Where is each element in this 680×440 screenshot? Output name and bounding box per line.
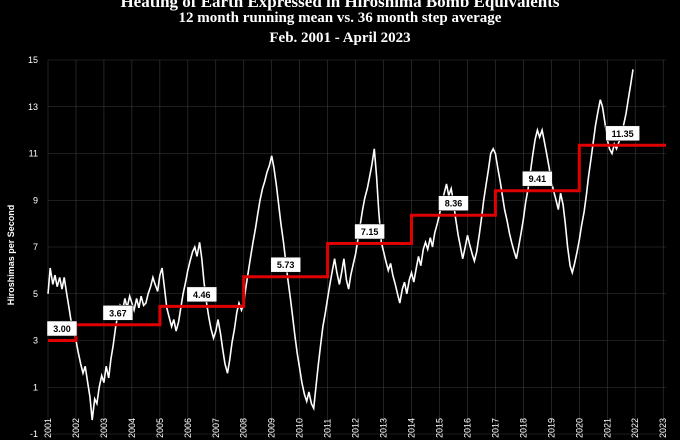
y-tick-label: 9 bbox=[33, 195, 38, 205]
step-label-text: 7.15 bbox=[361, 227, 379, 237]
chart-subtitle: 12 month running mean vs. 36 month step … bbox=[178, 10, 502, 26]
step-label-text: 11.35 bbox=[612, 129, 634, 139]
step-label-text: 3.67 bbox=[109, 308, 127, 318]
step-label-text: 9.41 bbox=[529, 174, 547, 184]
x-tick-label: 2012 bbox=[351, 418, 361, 438]
x-tick-label: 2023 bbox=[658, 418, 668, 438]
step-label: 5.73 bbox=[270, 256, 301, 273]
y-tick-label: 1 bbox=[33, 382, 38, 392]
step-label-box bbox=[438, 195, 469, 211]
step-label: 3.00 bbox=[46, 320, 78, 337]
x-tick-label: 2005 bbox=[155, 418, 165, 438]
step-label-box bbox=[354, 223, 385, 240]
y-axis-label: Hiroshimas per Second bbox=[6, 205, 16, 306]
step-label-text: 4.46 bbox=[193, 290, 211, 300]
x-tick-label: 2015 bbox=[434, 418, 444, 438]
x-tick-label: 2010 bbox=[295, 418, 305, 438]
running-mean-line bbox=[47, 69, 634, 421]
y-tick-label: 15 bbox=[28, 55, 38, 65]
y-tick-label: -1 bbox=[30, 429, 38, 439]
chart-date-range: Feb. 2001 - April 2023 bbox=[269, 30, 411, 46]
chart-title: Heating of Earth Expressed in Hiroshima … bbox=[120, 0, 560, 11]
x-tick-label: 2006 bbox=[183, 418, 193, 438]
x-tick-label: 2016 bbox=[462, 418, 472, 438]
step-label-text: 8.36 bbox=[445, 199, 463, 209]
x-tick-label: 2007 bbox=[211, 418, 221, 438]
y-tick-label: 7 bbox=[33, 242, 38, 252]
x-tick-label: 2001 bbox=[43, 418, 53, 438]
step-label: 11.35 bbox=[605, 125, 640, 142]
step-label: 7.15 bbox=[354, 223, 385, 240]
step-label-text: 3.00 bbox=[53, 324, 71, 334]
x-tick-label: 2003 bbox=[99, 418, 109, 438]
step-label-box bbox=[522, 170, 553, 187]
step-label-box bbox=[102, 305, 134, 321]
step-label: 3.67 bbox=[102, 305, 134, 321]
x-tick-label: 2020 bbox=[574, 418, 584, 438]
x-tick-label: 2009 bbox=[267, 418, 277, 438]
step-label-text: 5.73 bbox=[277, 260, 295, 270]
x-tick-label: 2019 bbox=[546, 418, 556, 438]
step-label: 4.46 bbox=[186, 286, 218, 303]
step-label-box bbox=[46, 320, 78, 337]
x-tick-label: 2013 bbox=[379, 418, 389, 438]
x-tick-label: 2014 bbox=[407, 418, 417, 438]
x-tick-label: 2017 bbox=[490, 418, 500, 438]
x-tick-label: 2004 bbox=[127, 418, 137, 438]
gridlines bbox=[47, 59, 666, 435]
x-axis-ticks: 2001 2002 2003 2004 2005 2006 2007 2008 2009 2010… bbox=[43, 418, 668, 438]
x-tick-label: 2018 bbox=[518, 418, 528, 438]
y-tick-label: 5 bbox=[33, 289, 38, 299]
x-tick-label: 2002 bbox=[71, 418, 81, 438]
step-labels: 3.00 3.67 4.46 5.73 7.15 8.36 9.41 11.35 bbox=[46, 125, 640, 337]
y-tick-label: 11 bbox=[29, 149, 38, 159]
step-label: 9.41 bbox=[522, 170, 553, 187]
x-tick-label: 2008 bbox=[239, 418, 249, 438]
step-average-line bbox=[48, 143, 666, 342]
step-label-box bbox=[605, 125, 640, 142]
x-tick-label: 2021 bbox=[602, 418, 612, 438]
step-label: 8.36 bbox=[438, 195, 469, 211]
x-tick-label: 2011 bbox=[323, 419, 333, 438]
y-tick-label: 3 bbox=[33, 336, 38, 346]
y-tick-label: 13 bbox=[28, 102, 38, 112]
step-label-box bbox=[270, 256, 301, 273]
x-tick-label: 2022 bbox=[630, 418, 640, 438]
step-label-box bbox=[186, 286, 218, 303]
